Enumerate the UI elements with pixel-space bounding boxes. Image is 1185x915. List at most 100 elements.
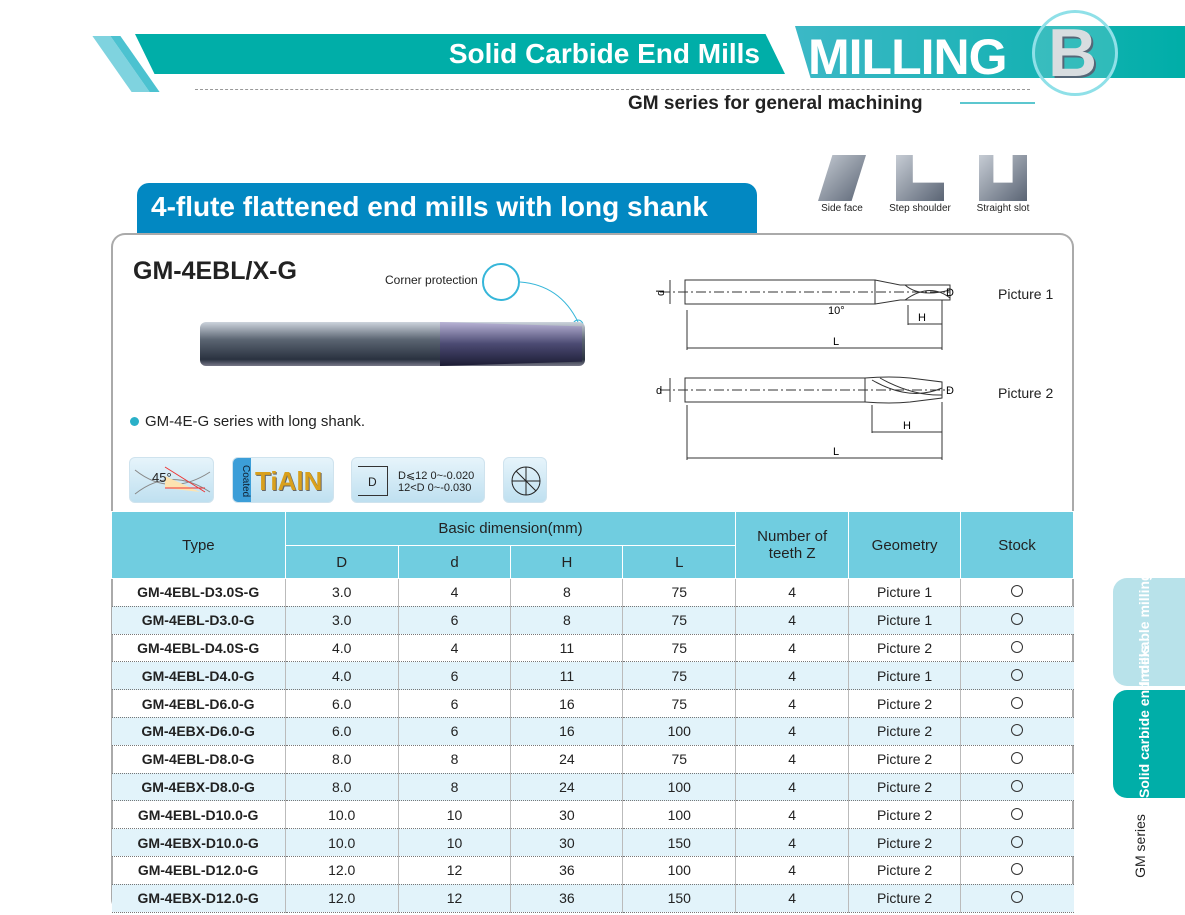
cell-type: GM-4EBL-D4.0-G <box>111 661 286 691</box>
col-basic-dimension: Basic dimension(mm) <box>284 511 737 546</box>
cell-teeth: 4 <box>735 606 850 635</box>
cell-d: 8 <box>398 745 512 774</box>
stock-circle-icon <box>1011 724 1024 737</box>
application-label: Side face <box>821 203 863 214</box>
picture-2-label: Picture 2 <box>998 385 1054 401</box>
side-tab-solid-carbide[interactable]: Solid carbide end mills <box>1113 645 1185 798</box>
cell-stock <box>960 884 1074 913</box>
application-side-face: Side face <box>806 155 878 214</box>
cell-d: 12 <box>398 856 512 885</box>
dim-H-2: H <box>903 420 911 432</box>
cell-H: 11 <box>510 661 624 691</box>
dim-D-1: D <box>946 287 954 299</box>
cell-teeth: 4 <box>735 800 850 830</box>
helix-angle-text: 45° <box>152 470 172 485</box>
dim-D-2: D <box>946 385 954 397</box>
cell-stock <box>960 717 1074 746</box>
col-H: H <box>510 545 624 579</box>
cell-H: 16 <box>510 689 624 718</box>
cell-D: 10.0 <box>285 800 399 830</box>
cell-type: GM-4EBL-D4.0S-G <box>111 634 286 663</box>
helix-45-icon <box>134 466 211 495</box>
cell-teeth: 4 <box>735 773 850 802</box>
specification-table: Type Basic dimension(mm) Number of teeth Z… <box>111 511 1074 913</box>
cell-d: 10 <box>398 800 512 830</box>
stock-circle-icon <box>1011 640 1024 653</box>
cell-geometry: Picture 2 <box>848 828 962 857</box>
cell-H: 11 <box>510 634 624 663</box>
table-row: GM-4EBL-D4.0-G 4.0 6 11 75 4 Picture 1 <box>111 661 1074 691</box>
category-banner <box>135 34 785 74</box>
col-d: d <box>397 545 512 579</box>
cell-stock <box>960 800 1074 830</box>
dim-d-2: d <box>656 385 662 397</box>
cell-geometry: Picture 2 <box>848 745 962 774</box>
side-tab-indexable[interactable]: Indexable milling tools <box>1113 535 1185 686</box>
table-row: GM-4EBL-D6.0-G 6.0 6 16 75 4 Picture 2 <box>111 689 1074 718</box>
divider <box>960 102 1035 104</box>
cell-teeth: 4 <box>735 634 850 663</box>
cell-stock <box>960 578 1074 607</box>
stock-circle-icon <box>1011 752 1024 765</box>
table-row: GM-4EBX-D12.0-G 12.0 12 36 150 4 Picture 2 <box>111 884 1074 913</box>
product-section-title: 4-flute flattened end mills with long sh… <box>137 183 757 233</box>
category-title: Solid Carbide End Mills <box>448 38 760 69</box>
section-title: MILLING <box>808 29 1008 85</box>
stock-circle-icon <box>1011 696 1024 709</box>
picture-1-label: Picture 1 <box>998 286 1054 302</box>
application-label: Step shoulder <box>889 203 951 214</box>
cell-d: 6 <box>398 689 512 718</box>
cell-L: 75 <box>622 634 737 663</box>
cell-geometry: Picture 2 <box>848 717 962 746</box>
table-row: GM-4EBL-D4.0S-G 4.0 4 11 75 4 Picture 2 <box>111 634 1074 663</box>
cell-D: 6.0 <box>285 689 399 718</box>
cell-teeth: 4 <box>735 717 850 746</box>
coating-feature: Coated TiAlN <box>232 457 334 503</box>
cell-H: 30 <box>510 800 624 830</box>
cell-d: 6 <box>398 661 512 691</box>
stock-circle-icon <box>1011 613 1024 626</box>
col-geometry: Geometry <box>848 511 962 579</box>
cell-type: GM-4EBL-D3.0S-G <box>111 578 286 607</box>
cell-L: 100 <box>622 773 737 802</box>
cell-D: 8.0 <box>285 745 399 774</box>
cell-L: 75 <box>622 745 737 774</box>
cell-type: GM-4EBX-D8.0-G <box>111 773 286 802</box>
side-series-label: GM series <box>1131 814 1148 878</box>
table-row: GM-4EBL-D3.0-G 3.0 6 8 75 4 Picture 1 <box>111 606 1074 635</box>
table-row: GM-4EBL-D8.0-G 8.0 8 24 75 4 Picture 2 <box>111 745 1074 774</box>
cell-type: GM-4EBX-D6.0-G <box>111 717 286 746</box>
application-label: Straight slot <box>976 203 1030 214</box>
dim-L-1: L <box>833 336 839 348</box>
cell-stock <box>960 773 1074 802</box>
cell-type: GM-4EBX-D10.0-G <box>111 828 286 857</box>
cell-type: GM-4EBL-D10.0-G <box>111 800 286 830</box>
cell-D: 6.0 <box>285 717 399 746</box>
cell-D: 3.0 <box>285 578 399 607</box>
cell-geometry: Picture 2 <box>848 800 962 830</box>
bullet-icon <box>130 417 139 426</box>
cell-geometry: Picture 1 <box>848 661 962 691</box>
corner-protection-label: Corner protection <box>385 273 478 287</box>
side-tab-label: Solid carbide end mills <box>1136 645 1152 798</box>
table-row: GM-4EBL-D3.0S-G 3.0 4 8 75 4 Picture 1 <box>111 578 1074 607</box>
application-straight-slot: Straight slot <box>967 155 1039 214</box>
tolerance-diagram: D <box>358 466 388 496</box>
cell-d: 4 <box>398 578 512 607</box>
stock-circle-icon <box>1011 779 1024 792</box>
cell-d: 6 <box>398 717 512 746</box>
cell-teeth: 4 <box>735 689 850 718</box>
cell-L: 75 <box>622 689 737 718</box>
stock-circle-icon <box>1011 835 1024 848</box>
cell-L: 100 <box>622 800 737 830</box>
cell-d: 4 <box>398 634 512 663</box>
col-D: D <box>284 545 399 579</box>
cell-stock <box>960 745 1074 774</box>
product-note: GM-4E-G series with long shank. <box>130 413 365 430</box>
cell-teeth: 4 <box>735 745 850 774</box>
tolerance-line-2: 12<D 0~-0.030 <box>398 482 472 494</box>
cell-teeth: 4 <box>735 661 850 691</box>
cell-teeth: 4 <box>735 856 850 885</box>
cell-type: GM-4EBL-D12.0-G <box>111 856 286 885</box>
cell-H: 30 <box>510 828 624 857</box>
